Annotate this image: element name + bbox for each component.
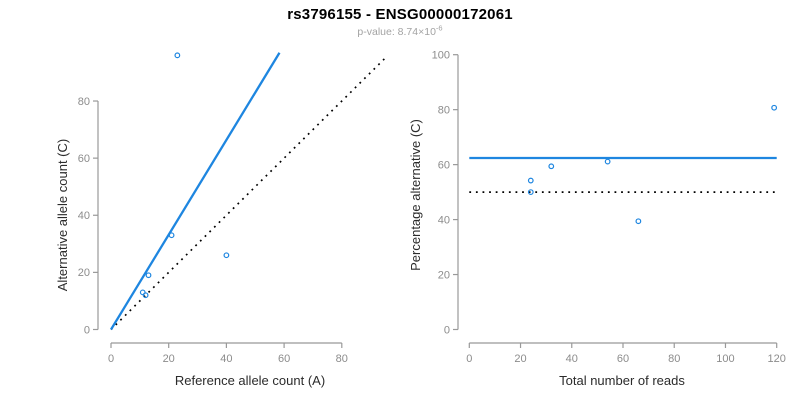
data-point: [771, 104, 778, 111]
y-tick-label: 0: [84, 324, 90, 336]
y-tick-label: 40: [438, 214, 450, 226]
identity-line: [110, 56, 388, 331]
x-tick-label: 20: [514, 353, 526, 365]
pvalue-base: 8.74×10: [397, 26, 436, 38]
x-tick-label: 20: [163, 353, 175, 365]
x-tick-label: 120: [768, 353, 786, 365]
right-scatter-panel: 0 20 40 60 80 100 0 20 40 60 80 100 120 Total number …: [408, 50, 786, 389]
y-tick-label: 60: [438, 159, 450, 171]
data-point: [168, 232, 175, 239]
y-tick-label: 80: [438, 104, 450, 116]
y-tick-label: 80: [78, 96, 90, 108]
y-tick-label: 40: [78, 210, 90, 222]
x-tick-label: 60: [278, 353, 290, 365]
x-tick-label: 0: [466, 353, 472, 365]
data-point: [635, 218, 642, 225]
data-point: [527, 177, 534, 184]
x-tick-label: 40: [220, 353, 232, 365]
pvalue-exponent: -6: [435, 23, 443, 33]
plot-title: rs3796155 - ENSG00000172061: [287, 6, 513, 23]
left-scatter-panel: 0 20 40 60 80 0 20 40 60 80 Reference allele count…: [55, 52, 388, 388]
data-point: [139, 289, 146, 296]
y-tick-label: 20: [438, 269, 450, 281]
data-point: [142, 292, 149, 299]
y-tick-label: 100: [432, 50, 450, 62]
data-point: [145, 272, 152, 279]
y-axis-title: Alternative allele count (C): [55, 139, 70, 291]
pvalue-label: p-value:: [357, 26, 398, 38]
x-tick-label: 100: [716, 353, 734, 365]
fitted-allelic-ratio-line: [110, 52, 281, 331]
x-tick-label: 40: [566, 353, 578, 365]
data-point: [527, 189, 534, 196]
plot-subtitle: p-value: 8.74×10-6: [0, 23, 800, 38]
x-tick-label: 0: [108, 353, 114, 365]
y-tick-label: 60: [78, 153, 90, 165]
y-axis-title: Percentage alternative (C): [408, 119, 423, 271]
x-tick-label: 80: [668, 353, 680, 365]
x-tick-label: 80: [336, 353, 348, 365]
x-axis-title: Total number of reads: [559, 373, 685, 388]
data-point: [548, 163, 555, 170]
data-point: [604, 158, 611, 165]
y-tick-label: 0: [444, 324, 450, 336]
y-tick-label: 20: [78, 267, 90, 279]
data-point: [174, 52, 181, 59]
data-point: [223, 252, 230, 259]
x-axis-title: Reference allele count (A): [175, 373, 325, 388]
x-tick-label: 60: [617, 353, 629, 365]
figure-header: rs3796155 - ENSG00000172061 p-value: 8.7…: [0, 0, 800, 38]
